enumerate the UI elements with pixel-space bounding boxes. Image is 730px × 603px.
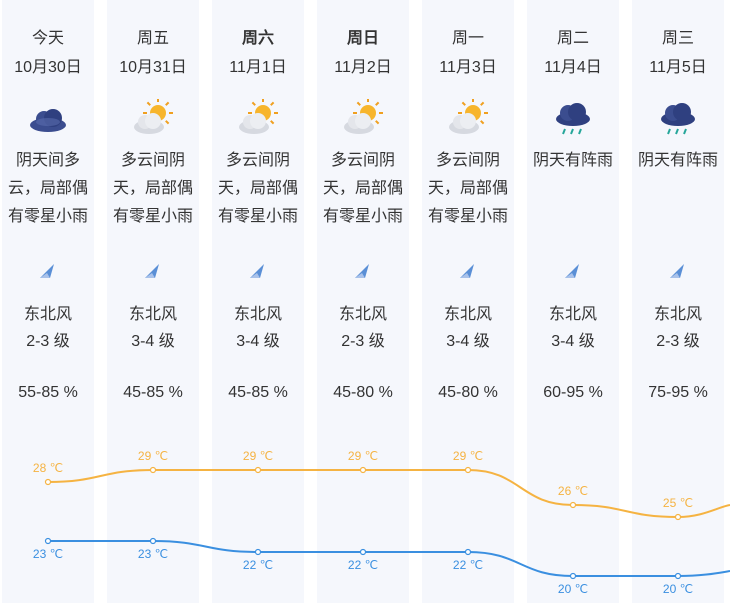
high-temperature-label: 25 ℃ [663,496,693,510]
wind-direction-icon [143,262,163,280]
partly-cloudy-icon [131,98,175,139]
day-name: 今天 [31,30,64,47]
humidity-range: 45-85 % [228,384,288,401]
day-name: 周二 [556,30,589,47]
high-temperature-label: 28 ℃ [33,461,63,475]
low-temperature-point [674,572,682,580]
high-temperature-point [149,466,157,474]
weather-description: 阴天有阵雨 [532,152,613,169]
low-temperature-label: 20 ℃ [663,582,693,596]
day-date: 10月30日 [14,59,82,76]
overcast-cloud-icon [26,99,70,139]
low-temperature-point [464,548,472,556]
wind-direction: 东北风 [548,306,597,323]
wind-direction-icon [353,262,373,280]
partly-cloudy-icon [236,98,280,139]
high-temperature-label: 29 ℃ [138,449,168,463]
wind-direction-icon [248,262,268,280]
wind-direction: 东北风 [443,306,492,323]
wind-direction: 东北风 [338,306,387,323]
weather-description: 阴天间多云，局部偶有零星小雨 [7,152,88,225]
high-temperature-point [254,466,262,474]
weather-description: 阴天有阵雨 [637,152,718,169]
low-temperature-label: 20 ℃ [558,582,588,596]
low-temperature-line [47,539,730,577]
weather-description: 多云间阴天，局部偶有零星小雨 [217,152,298,225]
wind-level: 2-3 级 [341,333,385,350]
day-date: 11月4日 [544,59,602,76]
forecast-day-column: 周日 11月2日多云间阴天，局部偶有零星小雨东北风 2-3 级 45-80 % [317,0,409,603]
high-temperature-label: 29 ℃ [243,449,273,463]
weather-description: 多云间阴天，局部偶有零星小雨 [112,152,193,225]
forecast-day-column: 周六 11月1日多云间阴天，局部偶有零星小雨东北风 3-4 级 45-85 % [212,0,304,603]
wind-direction: 东北风 [23,306,72,323]
high-temperature-point [464,466,472,474]
low-temperature-label: 23 ℃ [138,547,168,561]
low-temperature-label: 22 ℃ [348,558,378,572]
forecast-day-column: 周三 11月5日阴天有阵雨东北风 2-3 级 75-95 % [632,0,724,603]
wind-direction-icon [668,262,688,280]
day-date: 11月3日 [439,59,497,76]
humidity-range: 45-85 % [123,384,183,401]
wind-level: 2-3 级 [26,333,70,350]
partly-cloudy-icon [446,98,490,139]
low-temperature-point [149,537,157,545]
day-date: 11月1日 [229,59,287,76]
rain-shower-icon [656,99,700,139]
wind-direction: 东北风 [233,306,282,323]
forecast-day-column: 周五 10月31日多云间阴天，局部偶有零星小雨东北风 3-4 级 45-85 % [107,0,199,603]
high-temperature-point [359,466,367,474]
low-temperature-point [569,572,577,580]
wind-direction: 东北风 [128,306,177,323]
day-date: 11月2日 [334,59,392,76]
humidity-range: 45-80 % [438,384,498,401]
humidity-range: 60-95 % [543,384,603,401]
wind-direction-icon [563,262,583,280]
day-name: 周一 [451,30,484,47]
low-temperature-point [254,548,262,556]
wind-level: 2-3 级 [656,333,700,350]
wind-level: 3-4 级 [236,333,280,350]
day-name: 周五 [136,30,169,47]
high-temperature-label: 29 ℃ [348,449,378,463]
day-name: 周日 [346,30,379,47]
high-temperature-label: 29 ℃ [453,449,483,463]
forecast-day-column: 周一 11月3日多云间阴天，局部偶有零星小雨东北风 3-4 级 45-80 % [422,0,514,603]
high-temperature-point [44,478,52,486]
weather-description: 多云间阴天，局部偶有零星小雨 [427,152,508,225]
low-temperature-point [44,537,52,545]
high-temperature-label: 26 ℃ [558,484,588,498]
wind-direction-icon [38,262,58,280]
weather-description: 多云间阴天，局部偶有零星小雨 [322,152,403,225]
wind-level: 3-4 级 [446,333,490,350]
rain-shower-icon [551,99,595,139]
low-temperature-point [359,548,367,556]
day-date: 11月5日 [649,59,707,76]
low-temperature-label: 23 ℃ [33,547,63,561]
high-temperature-point [674,513,682,521]
humidity-range: 55-85 % [18,384,78,401]
day-date: 10月31日 [119,59,187,76]
day-name: 周三 [661,30,694,47]
wind-level: 3-4 级 [551,333,595,350]
humidity-range: 75-95 % [648,384,708,401]
wind-level: 3-4 级 [131,333,175,350]
forecast-day-column: 今天 10月30日阴天间多云，局部偶有零星小雨东北风 2-3 级 55-85 % [2,0,94,603]
humidity-range: 45-80 % [333,384,393,401]
day-name: 周六 [241,30,274,47]
low-temperature-label: 22 ℃ [453,558,483,572]
high-temperature-point [569,501,577,509]
wind-direction-icon [458,262,478,280]
low-temperature-label: 22 ℃ [243,558,273,572]
high-temperature-line [47,468,730,519]
partly-cloudy-icon [341,98,385,139]
wind-direction: 东北风 [653,306,702,323]
